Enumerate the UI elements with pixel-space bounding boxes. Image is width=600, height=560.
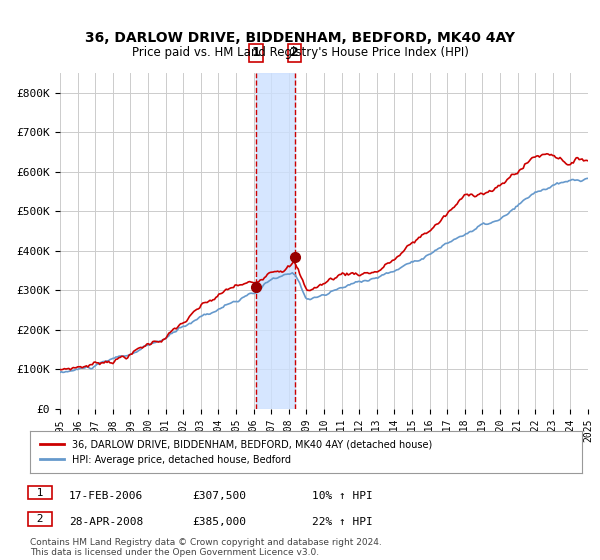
Text: £385,000: £385,000 xyxy=(192,517,246,527)
Text: 10% ↑ HPI: 10% ↑ HPI xyxy=(312,491,373,501)
Text: £307,500: £307,500 xyxy=(192,491,246,501)
Text: 1: 1 xyxy=(251,46,260,59)
Text: 28-APR-2008: 28-APR-2008 xyxy=(69,517,143,527)
Text: 36, DARLOW DRIVE, BIDDENHAM, BEDFORD, MK40 4AY: 36, DARLOW DRIVE, BIDDENHAM, BEDFORD, MK… xyxy=(85,31,515,45)
Text: 17-FEB-2006: 17-FEB-2006 xyxy=(69,491,143,501)
Text: Price paid vs. HM Land Registry's House Price Index (HPI): Price paid vs. HM Land Registry's House … xyxy=(131,46,469,59)
Text: 2: 2 xyxy=(30,514,50,524)
Text: 22% ↑ HPI: 22% ↑ HPI xyxy=(312,517,373,527)
Text: 2: 2 xyxy=(290,46,299,59)
Text: 1: 1 xyxy=(30,488,50,498)
Text: Contains HM Land Registry data © Crown copyright and database right 2024.
This d: Contains HM Land Registry data © Crown c… xyxy=(30,538,382,557)
Legend: 36, DARLOW DRIVE, BIDDENHAM, BEDFORD, MK40 4AY (detached house), HPI: Average pr: 36, DARLOW DRIVE, BIDDENHAM, BEDFORD, MK… xyxy=(35,435,437,469)
Bar xyxy=(256,73,295,409)
